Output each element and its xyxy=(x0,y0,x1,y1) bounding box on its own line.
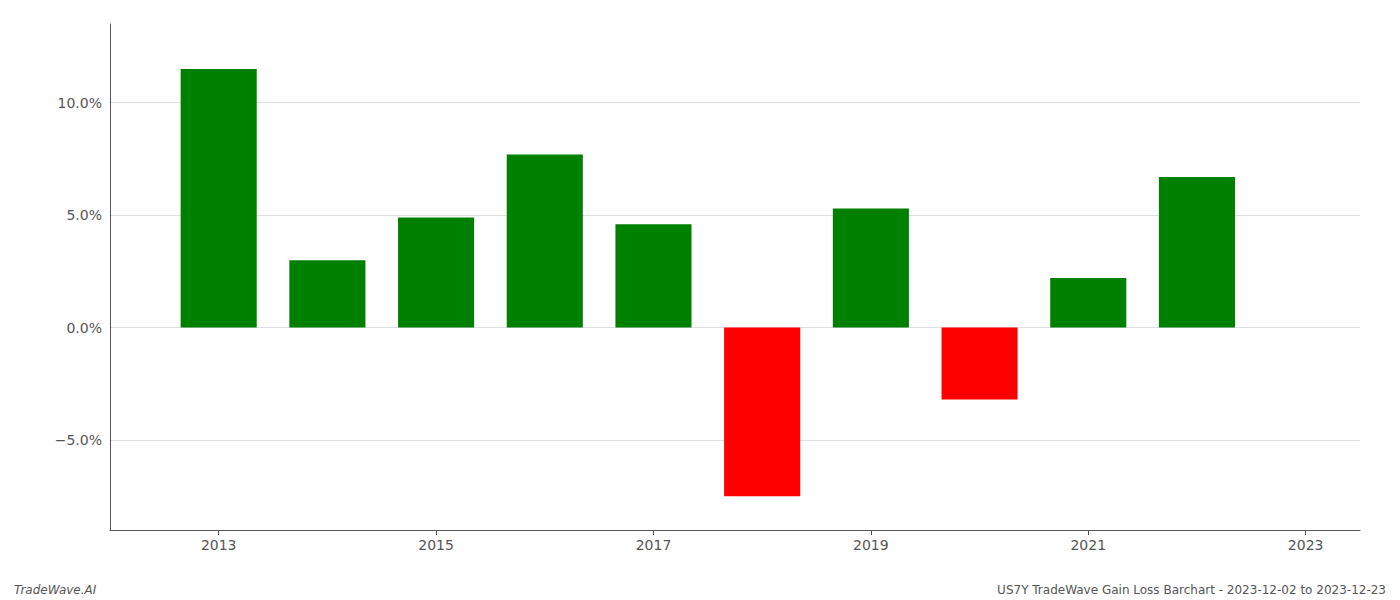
svg-text:2021: 2021 xyxy=(1070,537,1106,553)
svg-text:0.0%: 0.0% xyxy=(66,320,102,336)
svg-text:2023: 2023 xyxy=(1288,537,1324,553)
svg-text:−5.0%: −5.0% xyxy=(55,432,102,448)
svg-text:2013: 2013 xyxy=(201,537,237,553)
svg-text:US7Y TradeWave Gain Loss Barch: US7Y TradeWave Gain Loss Barchart - 2023… xyxy=(997,583,1386,597)
svg-text:2017: 2017 xyxy=(636,537,672,553)
svg-text:2015: 2015 xyxy=(418,537,454,553)
svg-text:5.0%: 5.0% xyxy=(66,207,102,223)
svg-text:10.0%: 10.0% xyxy=(58,95,102,111)
svg-text:2019: 2019 xyxy=(853,537,889,553)
svg-text:TradeWave.AI: TradeWave.AI xyxy=(14,583,97,597)
